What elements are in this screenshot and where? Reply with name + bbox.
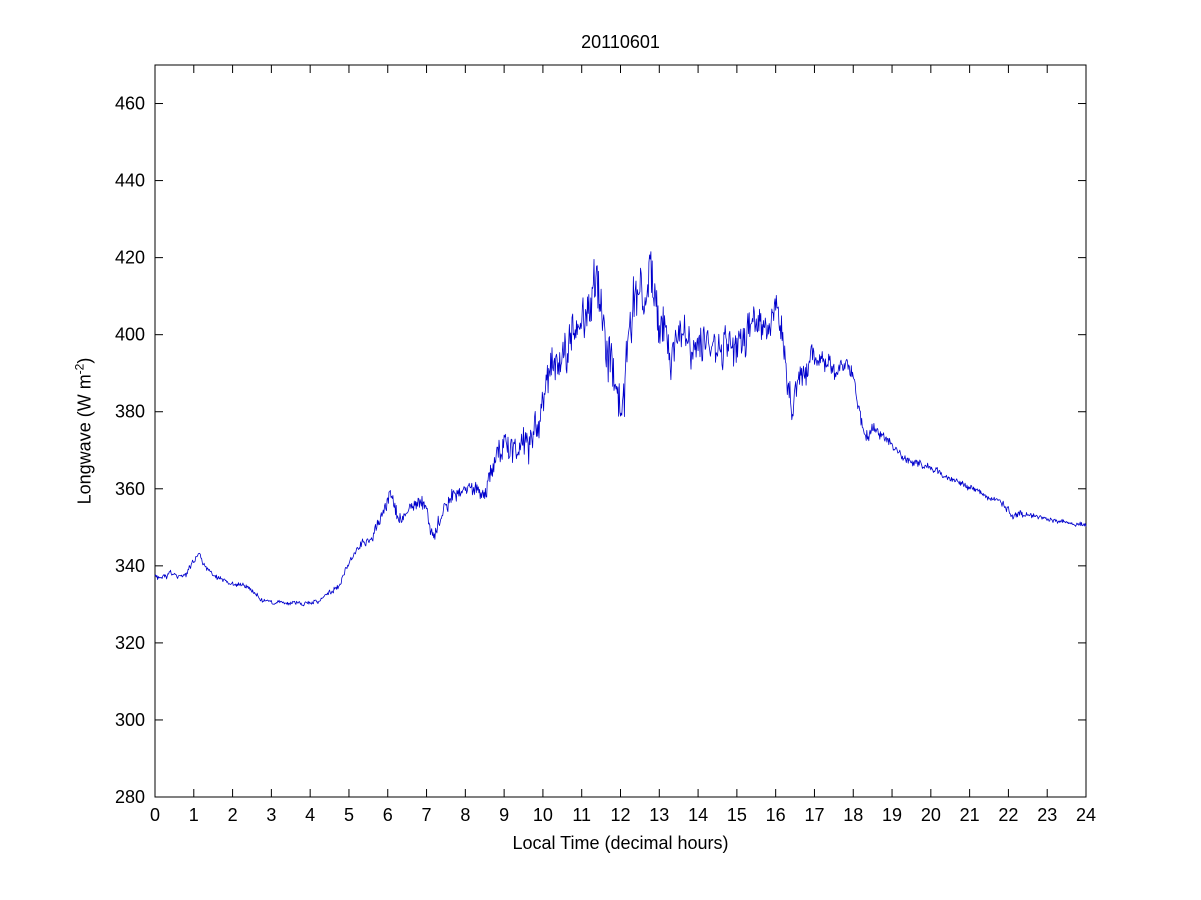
x-tick-label: 7 — [422, 805, 432, 825]
axes-box — [154, 64, 1087, 798]
x-tick-label: 18 — [843, 805, 863, 825]
y-tick-label: 400 — [115, 325, 145, 345]
x-tick-label: 3 — [266, 805, 276, 825]
y-axis-label: Longwave (W m-2) — [73, 358, 96, 505]
x-tick-label: 19 — [882, 805, 902, 825]
x-tick-label: 11 — [572, 805, 591, 825]
x-tick-label: 12 — [610, 805, 630, 825]
x-tick-label: 6 — [383, 805, 393, 825]
x-tick-label: 4 — [305, 805, 315, 825]
x-tick-label: 24 — [1076, 805, 1096, 825]
y-tick-label: 420 — [115, 248, 145, 268]
y-tick-label: 440 — [115, 171, 145, 191]
y-axis-label-sup: -2 — [72, 363, 87, 375]
y-tick-label: 280 — [115, 787, 145, 807]
data-series-line — [154, 251, 1087, 607]
y-tick-label: 300 — [115, 710, 145, 730]
x-tick-label: 16 — [766, 805, 786, 825]
x-tick-label: 0 — [150, 805, 160, 825]
x-tick-label: 2 — [228, 805, 238, 825]
x-tick-label: 20 — [921, 805, 941, 825]
x-axis-label: Local Time (decimal hours) — [512, 833, 729, 853]
axis-tick-labels: 0 1 2 3 4 5 6 7 8 9 10 11 12 13 14 15 16 17 18 19 20 21 22 23 24… — [115, 94, 1096, 825]
x-tick-label: 8 — [460, 805, 470, 825]
axis-ticks — [154, 65, 1087, 798]
y-axis-label-post: ) — [74, 357, 95, 364]
x-tick-label: 1 — [189, 805, 199, 825]
y-axis-label-pre: Longwave (W m — [74, 374, 95, 505]
y-tick-label: 460 — [115, 94, 145, 114]
x-tick-label: 13 — [649, 805, 669, 825]
x-tick-label: 5 — [344, 805, 354, 825]
y-tick-label: 340 — [115, 556, 145, 576]
x-tick-label: 23 — [1037, 805, 1057, 825]
x-tick-label: 22 — [998, 805, 1018, 825]
x-tick-label: 14 — [688, 805, 708, 825]
x-tick-label: 15 — [727, 805, 747, 825]
x-tick-label: 9 — [499, 805, 509, 825]
y-tick-label: 360 — [115, 479, 145, 499]
chart-title: 20110601 — [581, 32, 660, 52]
y-tick-label: 380 — [115, 402, 145, 422]
y-tick-label: 320 — [115, 633, 145, 653]
x-tick-label: 21 — [960, 805, 980, 825]
x-tick-label: 17 — [804, 805, 824, 825]
x-tick-label: 10 — [533, 805, 553, 825]
